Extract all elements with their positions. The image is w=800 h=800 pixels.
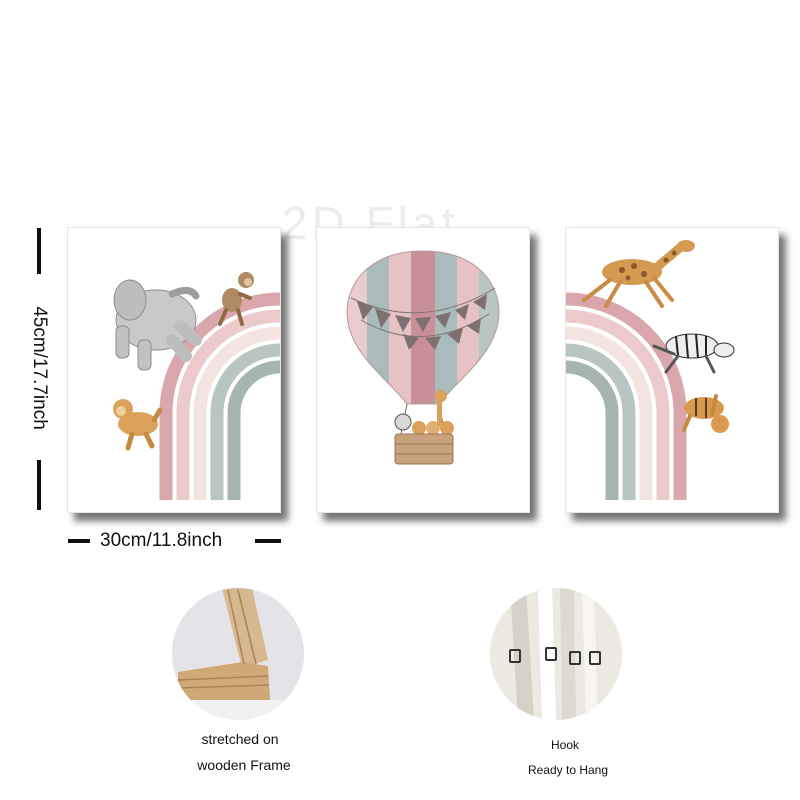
hook-caption-line2: Ready to Hang (527, 763, 609, 777)
width-marker-left (68, 539, 90, 543)
rainbow-arc-5 (227, 360, 280, 500)
elephant-figure (113, 279, 202, 371)
rainbow-arc-4 (210, 343, 280, 500)
height-marker-bottom (37, 460, 41, 510)
frame-caption-line2: wooden Frame (197, 757, 291, 773)
rainbow-arc-3 (193, 326, 280, 500)
monkey-figure (218, 272, 254, 326)
rainbow-giraffe-illustration (566, 240, 735, 500)
width-dimension-label: 30cm/11.8inch (100, 530, 223, 551)
canvas-panel-middle (316, 227, 530, 513)
canvas-panel-right (565, 227, 779, 513)
hook-caption-line1: Hook (550, 738, 580, 752)
giraffe-figure (582, 240, 695, 308)
rainbow-arc-2 (176, 309, 280, 500)
canvas-panel-left (67, 227, 281, 513)
hot-air-balloon-illustration (346, 250, 500, 465)
height-marker-top (37, 228, 41, 274)
rainbow-arc-4 (566, 343, 636, 500)
rainbow-arc-3 (566, 326, 653, 500)
height-dimension-label: 45cm/17.7inch (29, 306, 50, 430)
width-marker-right (255, 539, 281, 543)
rainbow-arc-5 (566, 360, 619, 500)
bunting-flags (350, 287, 496, 350)
rainbow-arc-2 (566, 309, 670, 500)
lion-cub-figure (113, 399, 163, 451)
balloon-basket (394, 433, 454, 465)
frame-caption-line1: stretched on (201, 731, 279, 747)
zebra-figure (652, 333, 735, 374)
basket-animals (394, 390, 454, 435)
hook-photo (490, 588, 622, 720)
rainbow-elephant-illustration (113, 272, 280, 500)
tiger-cub-figure (682, 394, 729, 433)
rainbow-arc-1 (566, 292, 687, 500)
wooden-frame-photo (172, 588, 304, 720)
